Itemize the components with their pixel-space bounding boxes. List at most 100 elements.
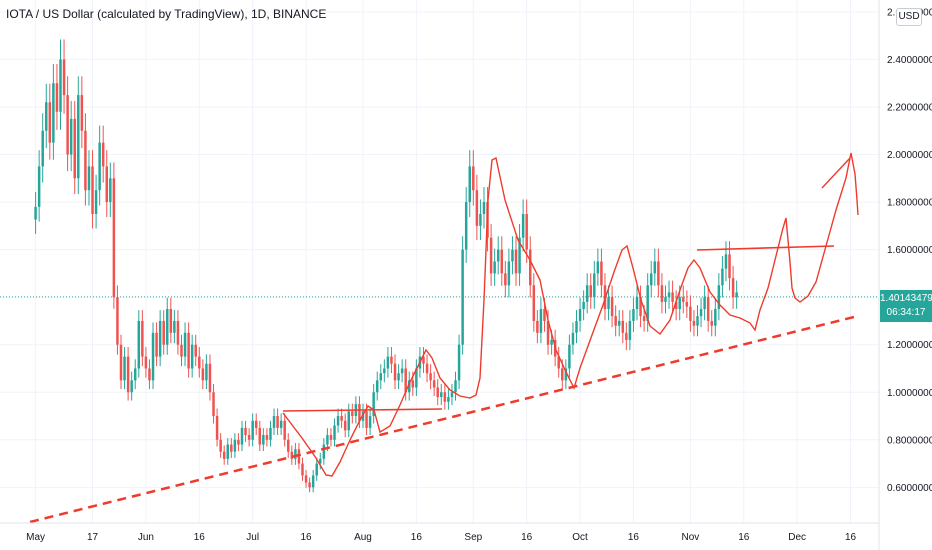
projection-arrow-leg[interactable]: [821, 157, 851, 189]
time-axis[interactable]: May 17 Jun 16 Jul 16 Aug 16 Sep 16 Oct 16 Nov 16 Dec 16: [26, 532, 856, 543]
hand-drawn-path[interactable]: [282, 152, 859, 477]
candle-body: [436, 387, 439, 398]
candle-body: [94, 190, 98, 214]
candle-body: [404, 368, 407, 393]
candle-body: [212, 392, 215, 417]
candle-body: [511, 249, 514, 262]
candle-body: [440, 392, 443, 398]
candle-body: [144, 356, 148, 369]
candle-body: [233, 439, 237, 452]
candle-body: [69, 118, 73, 155]
candle-body: [504, 273, 507, 286]
candle-body: [614, 316, 617, 326]
candle-body: [585, 285, 589, 302]
x-tick-label: 16: [845, 532, 857, 543]
candle-body: [432, 380, 436, 388]
candle-body: [489, 237, 493, 274]
y-tick-label: 2.20000000: [887, 102, 932, 113]
candle-body: [308, 482, 311, 488]
support-trendline[interactable]: [29, 314, 859, 524]
candle-body: [66, 95, 69, 155]
candle-body: [500, 249, 504, 274]
candle-body: [119, 344, 123, 381]
candle-body: [62, 59, 66, 96]
x-tick-label: May: [26, 532, 45, 543]
candle-body: [706, 297, 710, 321]
candle-body: [649, 273, 653, 286]
y-tick-label: 2.40000000: [887, 55, 932, 66]
candle-body: [372, 392, 375, 417]
candle-body: [464, 202, 468, 250]
candle-body: [646, 285, 649, 321]
chart-title: IOTA / US Dollar (calculated by TradingV…: [6, 7, 327, 21]
currency-button[interactable]: USD: [896, 8, 922, 26]
candle-body: [141, 320, 144, 357]
candle-body: [521, 213, 525, 238]
y-tick-label: 1.80000000: [887, 198, 932, 209]
candle-body: [564, 368, 568, 381]
y-tick-label: 0.80000000: [887, 435, 932, 446]
candle-body: [557, 356, 560, 369]
x-tick-label: 16: [411, 532, 423, 543]
candle-body: [525, 213, 528, 250]
candle-body: [222, 451, 226, 459]
candle-body: [105, 166, 109, 203]
candle-body: [326, 435, 329, 445]
candle-body: [230, 444, 233, 452]
candle-body: [415, 368, 418, 388]
candle-body: [653, 261, 657, 274]
candle-body: [596, 261, 600, 274]
candle-body: [450, 392, 454, 398]
candle-body: [45, 102, 48, 131]
candle-body: [674, 301, 678, 310]
candle-body: [397, 373, 400, 381]
candle-body: [297, 449, 301, 464]
candle-body: [536, 320, 539, 333]
candle-body: [625, 332, 628, 340]
candle-body: [126, 356, 130, 393]
candle-body: [219, 439, 222, 452]
candle-body: [390, 356, 393, 364]
candle-body: [728, 254, 731, 279]
trend-drawings[interactable]: [29, 152, 859, 524]
candle-body: [660, 285, 664, 302]
candle-body: [671, 292, 674, 302]
candle-body: [561, 368, 564, 381]
candle-body: [52, 83, 55, 143]
candle-body: [226, 444, 230, 459]
current-price-label: 1.40143479 06:34:17: [880, 290, 932, 322]
candle-body: [607, 297, 610, 310]
candle-body: [155, 332, 158, 357]
candle-body: [589, 285, 592, 298]
candle-body: [689, 306, 692, 321]
candle-body: [319, 458, 322, 464]
candle-body: [240, 427, 244, 445]
x-tick-label: Jun: [138, 532, 154, 543]
candle-body: [639, 297, 642, 317]
candle-body: [247, 435, 251, 440]
resistance-line-low[interactable]: [282, 408, 443, 412]
candle-body: [539, 309, 543, 333]
candle-body: [258, 427, 262, 445]
candle-body: [575, 320, 578, 333]
candle-body: [682, 297, 685, 302]
x-tick-label: 16: [521, 532, 533, 543]
candle-body: [169, 309, 173, 333]
resistance-line-high[interactable]: [696, 245, 835, 251]
candle-body: [272, 416, 276, 428]
candle-body: [294, 449, 297, 459]
candle-body: [635, 297, 639, 310]
candle-body: [600, 261, 603, 286]
x-tick-label: Sep: [464, 532, 482, 543]
candle-body: [98, 142, 101, 191]
candle-body: [610, 297, 614, 317]
candle-body: [642, 316, 646, 321]
candle-body: [343, 420, 347, 431]
candle-body: [59, 59, 62, 112]
candle-body: [123, 356, 126, 381]
candle-body: [336, 416, 340, 426]
candle-body: [148, 368, 151, 381]
